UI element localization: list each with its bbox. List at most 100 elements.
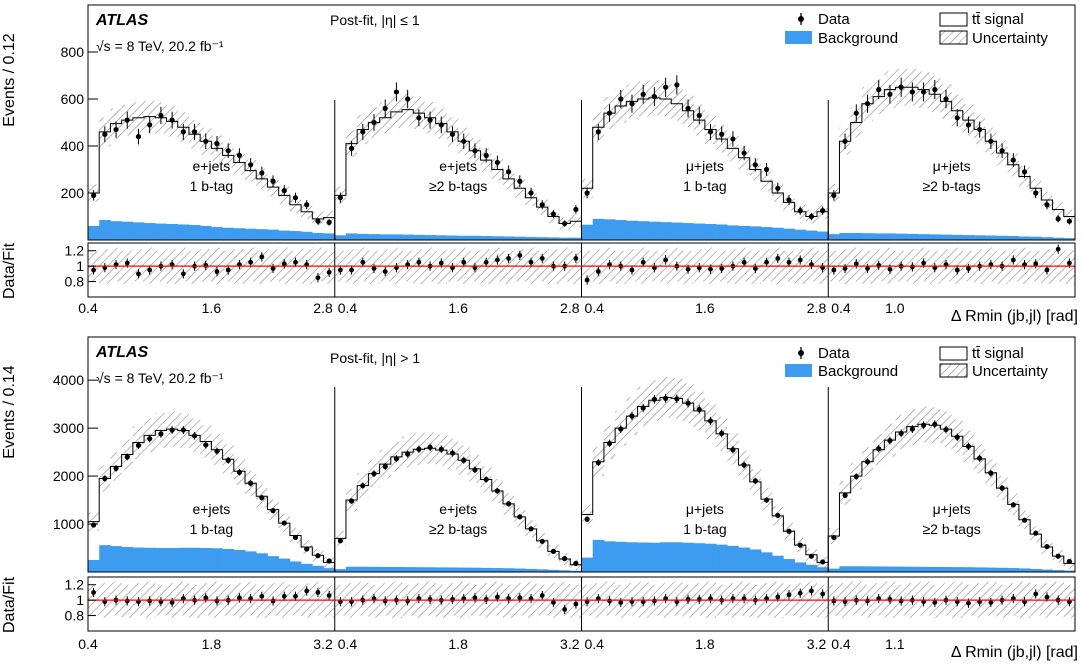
background-bar bbox=[1018, 568, 1031, 572]
ratio-point bbox=[898, 598, 904, 604]
data-point bbox=[685, 400, 691, 406]
background-bar bbox=[323, 233, 336, 240]
data-point bbox=[842, 492, 848, 498]
ratio-point bbox=[304, 588, 310, 594]
data-point bbox=[225, 457, 231, 463]
background-bar bbox=[402, 234, 414, 240]
data-point bbox=[135, 442, 142, 448]
panel-title: Post-fit, |η| > 1 bbox=[330, 350, 420, 366]
x-tick-label: 0.4 bbox=[78, 636, 98, 652]
data-point bbox=[191, 129, 198, 135]
main-frame bbox=[87, 4, 1076, 241]
ratio-point bbox=[1066, 260, 1072, 266]
background-bar bbox=[480, 236, 493, 240]
signal-step-line bbox=[827, 86, 1075, 240]
ratio-point bbox=[539, 256, 545, 261]
background-bar bbox=[1018, 236, 1031, 240]
background-bar bbox=[861, 233, 874, 240]
background-bar bbox=[289, 231, 302, 240]
data-point bbox=[147, 436, 153, 442]
y-tick-label: 3000 bbox=[53, 420, 84, 436]
data-point bbox=[808, 553, 815, 559]
data-point bbox=[483, 152, 489, 158]
background-bar bbox=[278, 558, 291, 572]
background-bar bbox=[267, 556, 279, 572]
background-bar bbox=[188, 224, 201, 240]
data-point bbox=[281, 188, 287, 194]
data-point bbox=[1044, 202, 1050, 208]
background-bar bbox=[1052, 570, 1065, 572]
background-bar bbox=[828, 568, 840, 572]
ratio-point bbox=[214, 269, 220, 274]
background-bar bbox=[547, 569, 560, 572]
data-point bbox=[461, 457, 467, 463]
background-bar bbox=[256, 553, 268, 572]
data-point bbox=[618, 426, 624, 432]
legend-data-marker bbox=[798, 347, 804, 359]
background-bar bbox=[312, 232, 324, 240]
data-point bbox=[259, 495, 265, 501]
ratio-point bbox=[382, 269, 388, 274]
channel-2: μ+jets 1 b-tag 0.4 1.6 2.8 bbox=[581, 75, 829, 316]
background-bar bbox=[895, 233, 908, 240]
y-axis-title: Events / 0.14 bbox=[1, 365, 18, 458]
ratio-point bbox=[775, 594, 781, 600]
data-point bbox=[427, 444, 433, 450]
ratio-point bbox=[124, 598, 130, 604]
ratio-point bbox=[887, 266, 893, 272]
legend-uncertainty-label: Uncertainty bbox=[972, 30, 1048, 47]
channel-1: e+jets ≥2 b-tags 0.4 1.6 2.8 bbox=[334, 82, 582, 316]
channel-3: μ+jets ≥2 b-tags 0.4 1.1 bbox=[827, 387, 1076, 652]
ratio-uncertainty-band bbox=[312, 247, 324, 282]
background-bar bbox=[514, 236, 526, 240]
background-bar bbox=[166, 548, 179, 572]
x-tick-label: 1.1 bbox=[885, 636, 905, 652]
data-point bbox=[719, 131, 725, 137]
ratio-point bbox=[259, 593, 265, 599]
data-point bbox=[517, 178, 523, 184]
background-bar bbox=[615, 541, 627, 572]
ratio-uncertainty-band bbox=[514, 249, 526, 282]
background-bar bbox=[772, 227, 784, 240]
background-bar bbox=[334, 235, 347, 240]
ratio-point bbox=[450, 596, 455, 602]
background-bar bbox=[88, 225, 100, 240]
data-point bbox=[315, 218, 321, 224]
background-bar bbox=[88, 560, 100, 572]
x-tick-label: 2.8 bbox=[313, 300, 333, 316]
plots-layer: e+jets 1 b-tag 0.4 1.6 2.8 e+jets ≥2 b-tags 0.4… bbox=[53, 4, 1076, 652]
data-point bbox=[1044, 543, 1050, 550]
ratio-uncertainty-band bbox=[132, 249, 145, 282]
data-point bbox=[405, 96, 411, 102]
data-point bbox=[696, 406, 702, 413]
background-bar bbox=[839, 566, 851, 572]
data-point bbox=[259, 170, 265, 176]
channel-label: ≥2 b-tags bbox=[429, 178, 487, 194]
background-bar bbox=[222, 548, 235, 572]
background-bar bbox=[200, 548, 212, 572]
data-point bbox=[236, 152, 243, 158]
background-bar bbox=[1030, 568, 1042, 572]
ratio-point bbox=[629, 267, 635, 273]
data-point bbox=[707, 418, 714, 424]
x-tick-label: 2.8 bbox=[560, 300, 580, 316]
panel-bottom-texts: ATLAS √s = 8 TeV, 20.2 fb⁻¹ Post-fit, |η… bbox=[1, 344, 1078, 661]
legend-signal-swatch bbox=[939, 12, 968, 27]
x-tick-label: 3.2 bbox=[313, 636, 333, 652]
background-bar bbox=[682, 223, 694, 240]
background-bar bbox=[660, 222, 672, 240]
data-point bbox=[763, 166, 770, 173]
background-bar bbox=[536, 237, 549, 240]
ratio-point bbox=[663, 257, 669, 263]
data-point bbox=[214, 141, 220, 147]
data-point bbox=[562, 220, 568, 227]
background-bar bbox=[783, 228, 795, 240]
data-point bbox=[797, 208, 803, 214]
background-bar bbox=[704, 543, 717, 572]
data-point bbox=[954, 434, 960, 440]
data-point bbox=[304, 546, 310, 552]
background-bar bbox=[469, 235, 481, 240]
ratio-uncertainty-band bbox=[256, 584, 268, 618]
legend-signal-swatch bbox=[939, 346, 968, 361]
background-bar bbox=[99, 545, 111, 572]
